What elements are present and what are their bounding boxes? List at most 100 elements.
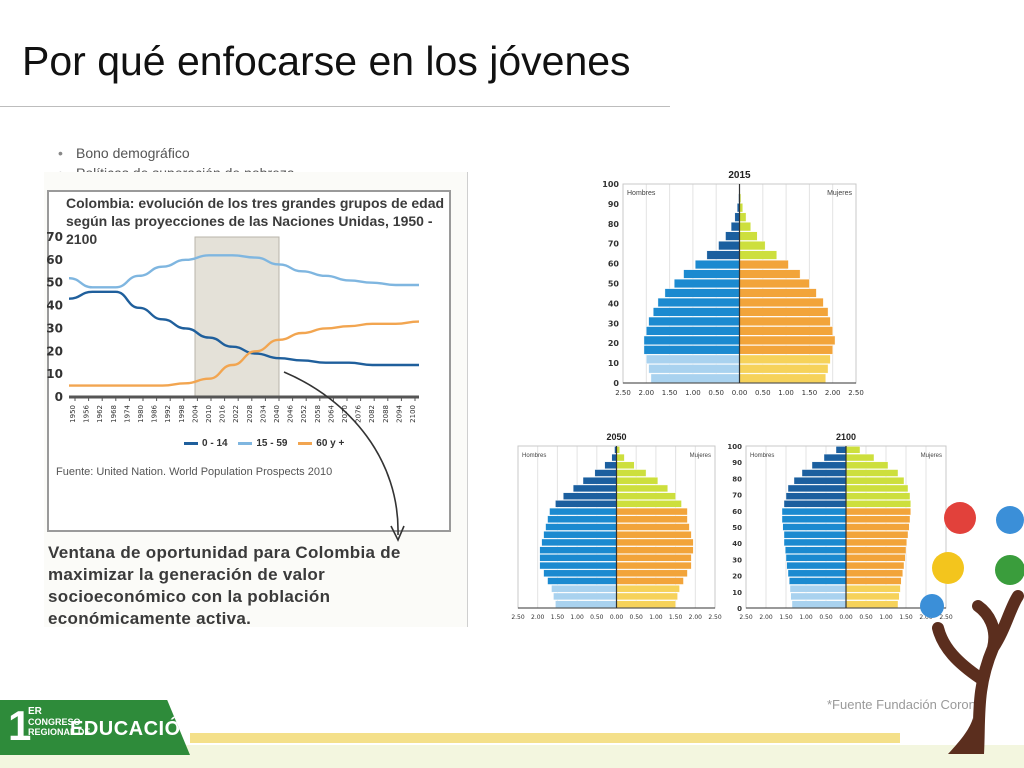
- x-tick-label: 2.50: [511, 614, 525, 621]
- pyramid-bar-female: [616, 523, 690, 531]
- pyramid-bar-male: [683, 269, 740, 279]
- x-tick-label: 1968: [110, 405, 118, 423]
- pyramid-bar-female: [739, 316, 831, 326]
- y-tick-label: 90: [732, 459, 742, 467]
- x-tick-label: 1986: [151, 404, 159, 422]
- pyramid-bar-female: [739, 297, 824, 307]
- legend-label-0-14: 0 - 14: [202, 438, 228, 449]
- x-tick-label: 1956: [83, 404, 91, 422]
- hands-tree-illustration: [920, 502, 1024, 754]
- pyramid-bar-female: [616, 538, 694, 547]
- pyramid-bar-female: [739, 335, 836, 345]
- y-tick-label: 60: [608, 260, 620, 269]
- x-tick-label: 2034: [259, 404, 267, 422]
- pyramid-label-female: Mujeres: [921, 453, 942, 459]
- x-tick-label: 2.50: [848, 389, 864, 397]
- x-tick-label: 0.00: [610, 614, 624, 621]
- legend-label-15-59: 15 - 59: [256, 438, 288, 449]
- pyramid-label-female: Mujeres: [827, 190, 852, 197]
- pyramid-bar-female: [739, 231, 758, 241]
- series-line-0-14: [68, 290, 419, 367]
- pyramid-bar-female: [739, 241, 766, 251]
- pyramid-bar-male: [695, 260, 740, 270]
- pyramid-bar-female: [616, 453, 625, 462]
- pyramid-bar-male: [643, 345, 740, 355]
- pyramid-bar-female: [616, 561, 692, 570]
- y-tick-label: 40: [47, 299, 63, 313]
- x-tick-label: 2.00: [825, 389, 841, 397]
- x-tick-label: 1.50: [662, 389, 678, 397]
- pyramid-bar-female: [845, 461, 889, 469]
- pyramid-2015: 0 10 20 30 40 50 60 70 80 90 100 2.50 2.00 1.50 1.00 0.…: [602, 170, 864, 397]
- legend-swatch-15-59: [238, 441, 253, 445]
- x-tick-label: 1974: [123, 404, 131, 422]
- x-tick-label: 1.50: [669, 614, 683, 621]
- y-tick-label: 10: [608, 359, 620, 368]
- arrow-connector: [283, 371, 405, 542]
- x-tick-label: 2070: [341, 405, 349, 423]
- series-line-15-59: [68, 254, 419, 289]
- x-tick-label: 2.50: [939, 614, 953, 621]
- pyramid-bar-female: [616, 592, 678, 601]
- pyramid-bar-male: [787, 569, 847, 577]
- pyramid-year: 2100: [836, 432, 856, 442]
- pyramid-bar-male: [823, 453, 847, 462]
- pyramid-bar-male: [553, 592, 617, 601]
- x-tick-label: 1.00: [570, 614, 584, 621]
- x-tick-label: 2076: [355, 404, 363, 422]
- line-chart-legend: 0 - 14 15 - 59 60 y +: [176, 438, 344, 449]
- pyramid-bar-male: [604, 461, 617, 469]
- x-tick-label: 1998: [178, 405, 186, 423]
- pyramid-bar-female: [845, 500, 912, 508]
- figure-caption: Ventana de oportunidad para Colombia de …: [48, 543, 401, 628]
- pyramid-bar-male: [789, 577, 847, 585]
- x-tick-label: 2052: [300, 405, 308, 423]
- pyramid-bar-female: [845, 569, 903, 577]
- line-chart-source: Fuente: United Nation. World Population …: [56, 466, 333, 478]
- pyramid-bar-female: [739, 288, 817, 298]
- pyramid-bar-female: [616, 477, 659, 485]
- x-tick-label: 1.50: [779, 614, 793, 621]
- pyramid-bar-male: [785, 546, 847, 554]
- pyramid-bar-male: [547, 577, 617, 585]
- pyramid-bar-female: [845, 577, 902, 585]
- pyramid-bar-male: [594, 469, 617, 477]
- pyramid-bar-female: [739, 354, 831, 364]
- pyramid-year: 2015: [728, 170, 751, 181]
- pyramid-bar-female: [845, 484, 909, 493]
- pyramid-bar-male: [653, 307, 740, 317]
- series-line-60-y-: [68, 320, 420, 387]
- pyramid-bar-female: [845, 546, 907, 554]
- pyramid-bar-female: [616, 492, 676, 500]
- x-tick-label: 1992: [164, 405, 172, 423]
- y-tick-label: 100: [728, 443, 742, 451]
- pyramid-year: 2050: [606, 432, 626, 442]
- pyramid-bar-male: [648, 364, 740, 374]
- y-tick-label: 80: [608, 220, 620, 229]
- x-tick-label: 2094: [395, 404, 403, 422]
- pyramid-bar-male: [790, 592, 847, 601]
- line-chart-title: Colombia: evolución de los tres grandes …: [66, 194, 456, 248]
- x-tick-label: 1.50: [899, 614, 913, 621]
- x-tick-label: 2.50: [739, 614, 753, 621]
- pyramid-bar-female: [739, 269, 801, 279]
- pyramid-bar-female: [845, 515, 911, 523]
- pyramid-bar-male: [547, 515, 617, 523]
- pyramid-bar-male: [543, 531, 617, 539]
- pyramid-bar-male: [674, 278, 740, 289]
- y-tick-label: 20: [608, 339, 620, 348]
- line-chart-title-line2: según las proyecciones de las Naciones U…: [66, 213, 433, 247]
- x-tick-label: 2046: [287, 404, 295, 422]
- x-tick-label: 0.00: [839, 614, 853, 621]
- x-tick-label: 2082: [368, 405, 376, 423]
- pyramid-bar-male: [541, 538, 617, 547]
- title-divider: [0, 106, 670, 107]
- pyramid-bar-male: [791, 600, 847, 608]
- x-tick-label: 1.00: [649, 614, 663, 621]
- pyramid-bar-male: [718, 241, 740, 251]
- pyramid-bar-male: [572, 484, 617, 493]
- pyramid-bar-male: [664, 288, 740, 298]
- y-tick-label: 70: [608, 240, 620, 249]
- x-tick-label: 1.50: [802, 389, 818, 397]
- pyramid-bar-female: [616, 515, 688, 523]
